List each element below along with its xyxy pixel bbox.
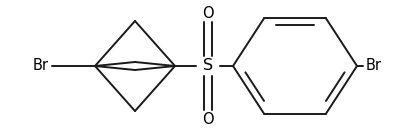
Text: O: O (202, 6, 214, 20)
Text: O: O (202, 111, 214, 127)
Text: Br: Br (33, 59, 49, 73)
Text: Br: Br (366, 59, 382, 73)
Text: S: S (203, 59, 213, 73)
